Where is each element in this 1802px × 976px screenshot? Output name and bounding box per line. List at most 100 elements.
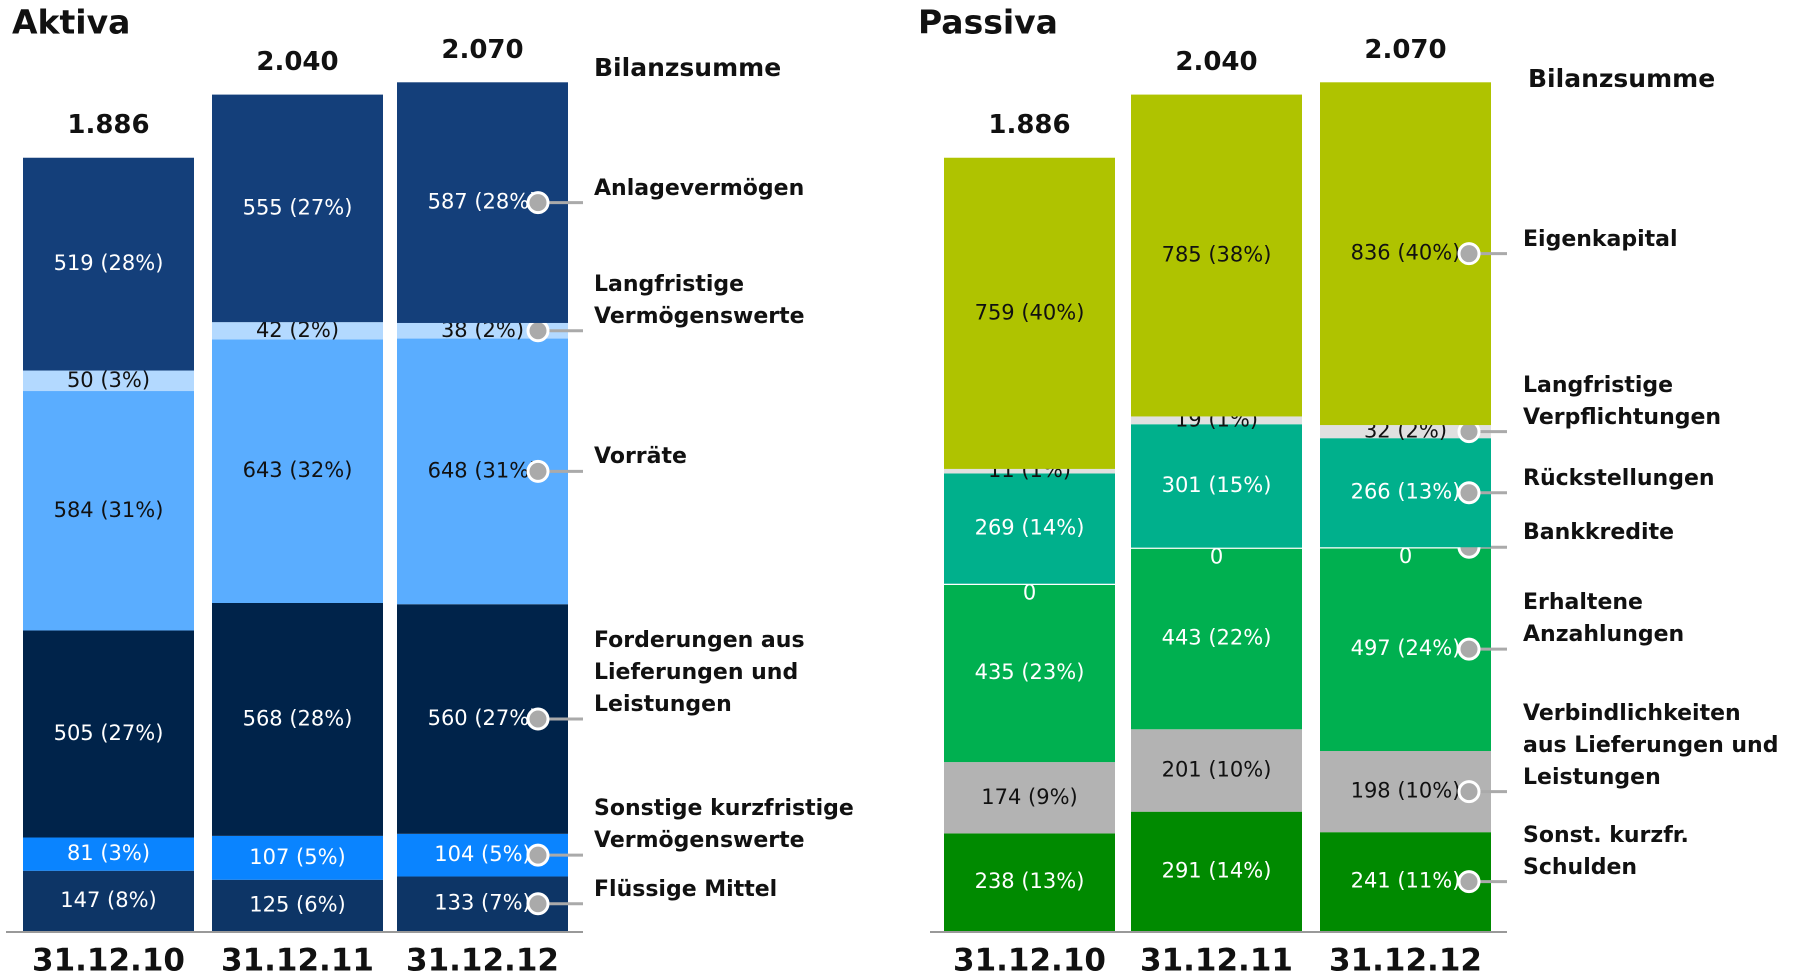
total-label: 2.040 [1175, 47, 1257, 77]
segment-label: 560 (27%) [428, 706, 538, 730]
segment-label: 759 (40%) [975, 300, 1085, 324]
segment [1131, 416, 1302, 425]
segment [212, 322, 383, 340]
total-label: 1.886 [67, 110, 149, 140]
segment [212, 94, 383, 323]
legend-label: Flüssige Mittel [594, 876, 778, 902]
segment [23, 391, 194, 631]
segment [1131, 94, 1302, 417]
legend-label: Sonstige kurzfristige Vermögenswerte [594, 796, 854, 854]
segment-label: 555 (27%) [243, 195, 353, 219]
legend-dot [1457, 481, 1481, 505]
segment-label: 201 (10%) [1162, 757, 1272, 781]
segment-label: 568 (28%) [243, 706, 353, 730]
segment [23, 630, 194, 838]
chart-title: Aktiva [12, 3, 130, 42]
segment [944, 473, 1115, 584]
legend-dot [526, 191, 550, 215]
legend-label: Vorräte [594, 444, 687, 470]
chart-title: Passiva [918, 3, 1058, 42]
segment-label: 648 (31%) [428, 458, 538, 482]
x-tick-label: 31.12.10 [953, 943, 1106, 976]
x-tick-label: 31.12.10 [32, 943, 185, 976]
legend-label: Eigenkapital [1523, 226, 1678, 252]
segment-label: 174 (9%) [981, 785, 1077, 809]
segment [212, 603, 383, 836]
legend-label: Erhaltene Anzahlungen [1523, 590, 1685, 648]
segment [1131, 424, 1302, 548]
total-label: 1.886 [988, 110, 1070, 140]
legend-label: Rückstellungen [1523, 465, 1715, 491]
segment [1131, 547, 1302, 730]
segment-label: 198 (10%) [1351, 779, 1461, 803]
segment-label: 125 (6%) [249, 892, 345, 916]
segment [944, 583, 1115, 763]
segment [23, 370, 194, 392]
segment [1131, 729, 1302, 812]
segment-label: 147 (8%) [60, 888, 156, 912]
segment-label: 291 (14%) [1162, 858, 1272, 882]
segment-label: 443 (22%) [1162, 625, 1272, 649]
segment-label: 269 (14%) [975, 516, 1085, 540]
segment [944, 157, 1115, 469]
segment [944, 833, 1115, 931]
segment-label: 435 (23%) [975, 660, 1085, 684]
legend-dot [1457, 242, 1481, 266]
legend-dot [526, 707, 550, 731]
x-tick-label: 31.12.11 [221, 943, 374, 976]
segment-label: 104 (5%) [434, 842, 530, 866]
segment-label: 238 (13%) [975, 869, 1085, 893]
segment-label: 584 (31%) [54, 498, 164, 522]
segment-label: 519 (28%) [54, 251, 164, 275]
legend-dot [526, 459, 550, 483]
legend-dot [1457, 780, 1481, 804]
segment [1131, 811, 1302, 931]
segment-label: 266 (13%) [1351, 480, 1461, 504]
segment-label: 836 (40%) [1351, 241, 1461, 265]
legend-label: Sonst. kurzfr. Schulden [1523, 822, 1689, 880]
total-label: 2.040 [256, 47, 338, 77]
legend-label: Verbindlichkeiten aus Lieferungen und Le… [1523, 700, 1779, 790]
legend-dot [1457, 870, 1481, 894]
segment [944, 762, 1115, 834]
total-label: 2.070 [441, 35, 523, 65]
segment [23, 157, 194, 371]
segment [944, 468, 1115, 474]
legend-label: Anlagevermögen [594, 175, 805, 201]
segment [23, 837, 194, 871]
segment [397, 322, 568, 339]
legend-label: Langfristige Vermögenswerte [594, 271, 805, 329]
segment-label: 133 (7%) [434, 891, 530, 915]
legend-dot [1457, 637, 1481, 661]
legend-label: Langfristige Verpflichtungen [1523, 372, 1722, 430]
segment-label: 587 (28%) [428, 190, 538, 214]
legend-label: Forderungen aus Lieferungen und Leistung… [594, 628, 805, 718]
segment-label: 643 (32%) [243, 458, 353, 482]
total-name: Bilanzsumme [1528, 64, 1715, 93]
x-tick-label: 31.12.11 [1140, 943, 1293, 976]
segment-label: 50 (3%) [67, 368, 150, 392]
legend-dot [526, 892, 550, 916]
total-label: 2.070 [1364, 35, 1446, 65]
total-name: Bilanzsumme [594, 53, 781, 82]
segment [212, 835, 383, 880]
x-tick-label: 31.12.12 [1329, 943, 1482, 976]
legend-dot [526, 319, 550, 343]
segment [1320, 425, 1491, 439]
segment-label: 497 (24%) [1351, 636, 1461, 660]
segment-label: 505 (27%) [54, 721, 164, 745]
legend-dot [526, 843, 550, 867]
segment-label: 107 (5%) [249, 845, 345, 869]
segment [23, 870, 194, 931]
segment [212, 339, 383, 603]
segment-label: 301 (15%) [1162, 473, 1272, 497]
segment-label: 241 (11%) [1351, 869, 1461, 893]
segment-label: 0 [1210, 545, 1223, 569]
segment-label: 785 (38%) [1162, 243, 1272, 267]
legend-label: Bankkredite [1523, 520, 1675, 546]
segment-label: 0 [1399, 544, 1412, 568]
segment-label: 0 [1023, 581, 1036, 605]
segment [212, 879, 383, 931]
